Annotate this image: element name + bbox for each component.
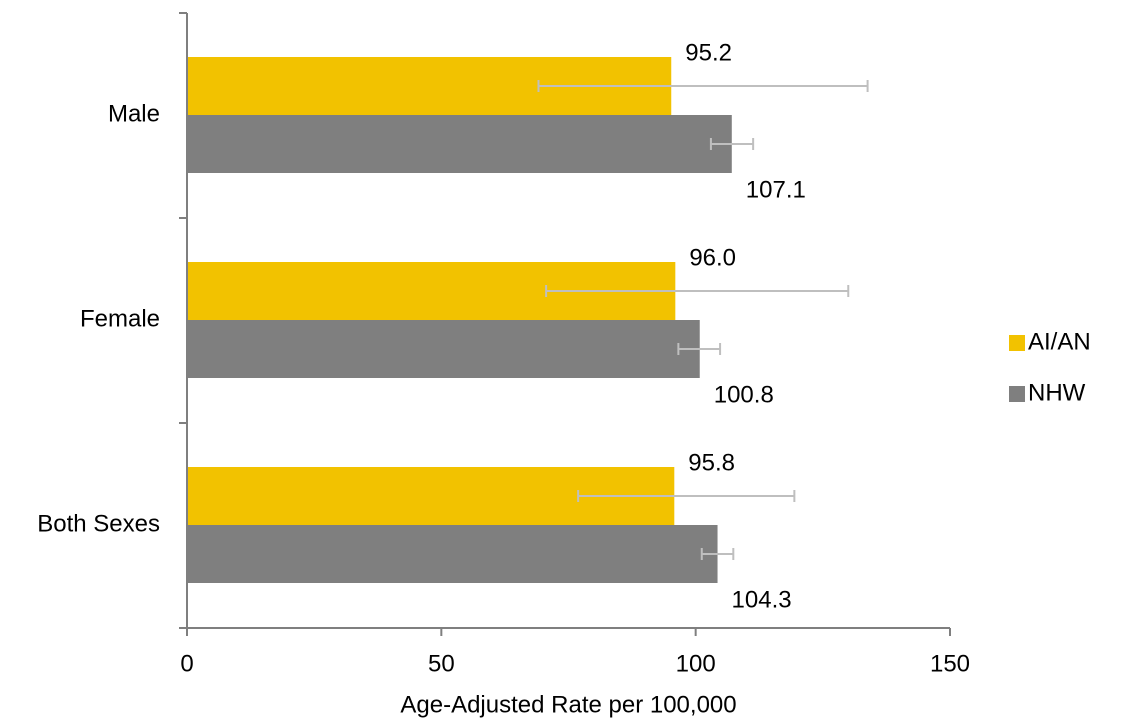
x-tick-label: 50 — [428, 650, 455, 677]
bar-nhw-male — [187, 115, 732, 173]
data-label: 95.8 — [688, 449, 735, 476]
x-tick-label: 100 — [676, 650, 716, 677]
legend: AI/AN NHW — [1009, 328, 1091, 406]
labels-layer: 95.2 107.1 Male 96.0 100.8 Female 95.8 104.3 Bot… — [37, 39, 806, 613]
legend-swatch — [1009, 335, 1025, 351]
data-label: 104.3 — [732, 586, 792, 613]
data-label: 95.2 — [685, 39, 732, 66]
axes-layer: 0 50 100 150 — [179, 12, 970, 677]
legend-label: NHW — [1028, 379, 1086, 406]
x-axis-title: Age-Adjusted Rate per 100,000 — [400, 691, 736, 718]
data-label: 100.8 — [714, 381, 774, 408]
legend-label: AI/AN — [1028, 328, 1091, 355]
bar-nhw-female — [187, 320, 700, 378]
category-label: Female — [80, 305, 160, 332]
legend-swatch — [1009, 386, 1025, 402]
data-label: 107.1 — [746, 176, 806, 203]
category-label: Both Sexes — [37, 510, 160, 537]
x-tick-label: 150 — [930, 650, 970, 677]
data-label: 96.0 — [689, 244, 736, 271]
error-bars-layer — [537, 80, 869, 560]
x-tick-label: 0 — [180, 650, 193, 677]
bar-nhw-both-sexes — [187, 525, 718, 583]
category-label: Male — [108, 100, 160, 127]
bars-layer — [187, 57, 732, 583]
